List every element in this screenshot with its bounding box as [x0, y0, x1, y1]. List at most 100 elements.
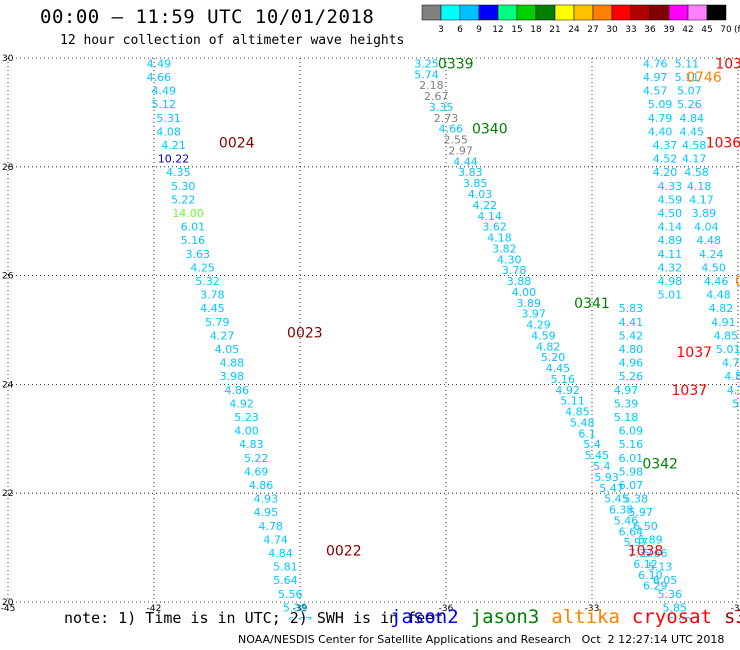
- pass-number-label: 0023: [287, 326, 323, 342]
- swh-value-label: 4.98: [658, 275, 683, 288]
- page-subtitle: 12 hour collection of altimeter wave hei…: [60, 33, 405, 48]
- swh-value-label: 5.81: [273, 561, 298, 574]
- colorbar-label: 21: [549, 25, 560, 35]
- colorbar-label: 24: [568, 25, 580, 35]
- swh-value-label: 3.85: [463, 177, 488, 190]
- swh-value-label: 3.98: [220, 370, 245, 383]
- colorbar-label: 30: [606, 25, 618, 35]
- swh-value-label: 4.08: [156, 125, 181, 138]
- swh-value-label: 4.85: [714, 329, 739, 342]
- swh-value-label: 5.83: [619, 302, 644, 315]
- satellite-legend-s3a: s3a: [724, 606, 740, 628]
- footer-credit: NOAA/NESDIS Center for Satellite Applica…: [238, 633, 725, 646]
- swh-value-label: 5.07: [677, 85, 702, 98]
- swh-value-label: 5.85: [662, 601, 687, 614]
- swh-value-label: 5.47: [599, 482, 624, 495]
- swh-value-label: 5.18: [614, 411, 639, 424]
- swh-value-label: 3.25: [414, 57, 439, 70]
- swh-value-label: 4.25: [190, 261, 215, 274]
- swh-value-label: 4.45: [546, 362, 571, 375]
- swh-value-label: 7.37: [628, 547, 653, 560]
- swh-value-label: 5.26: [619, 370, 644, 383]
- y-tick-label: 24: [2, 380, 14, 390]
- x-tick-label: -45: [1, 604, 16, 614]
- swh-value-label: 4.29: [526, 319, 551, 332]
- swh-value-label: 4.46: [704, 275, 729, 288]
- swh-value-label: 5.11: [675, 71, 700, 84]
- swh-value-label: 6.64: [619, 525, 644, 538]
- x-tick-label: -33: [585, 604, 600, 614]
- swh-value-label: 3.78: [200, 289, 225, 302]
- swh-value-label: 5.11: [675, 57, 700, 70]
- swh-value-label: 5.4: [583, 438, 601, 451]
- swh-value-label: 4.44: [453, 155, 478, 168]
- pass-number-label: 03: [736, 619, 740, 620]
- swh-value-label: 4.78: [259, 520, 284, 533]
- y-tick-label: 26: [2, 272, 14, 282]
- colorbar-label: 45: [701, 25, 712, 35]
- swh-value-label: 4.7: [722, 357, 740, 370]
- swh-value-label: 3.63: [186, 248, 211, 261]
- footer-note: note: 1) Time is in UTC; 2) SWH is in fe…: [64, 609, 444, 627]
- satellite-legend-altika: altika: [551, 606, 620, 628]
- pass-number-label: 0339: [438, 56, 474, 72]
- colorbar-label: 6: [457, 25, 463, 35]
- swh-value-label: 4.69: [244, 465, 269, 478]
- swh-value-label: 4.76: [643, 57, 668, 70]
- swh-value-label: 5.11: [560, 395, 585, 408]
- pass-number-label: 0342: [642, 456, 678, 472]
- swh-value-label: 5.16: [181, 234, 206, 247]
- swh-value-label: 6.05: [653, 574, 678, 587]
- swh-value-label: 4.03: [468, 188, 493, 201]
- colorbar-label: 33: [625, 25, 636, 35]
- pass-number-label: 1036: [706, 135, 740, 151]
- swh-value-label: 4.88: [220, 357, 245, 370]
- swh-value-label: 4.74: [263, 533, 288, 546]
- pass-number-label: 0746: [686, 70, 722, 86]
- swh-value-label: 4.82: [709, 302, 734, 315]
- swh-value-label: 5.13: [648, 561, 673, 574]
- swh-value-label: 2.67: [424, 90, 449, 103]
- swh-value-label: 6.01: [619, 452, 644, 465]
- swh-value-label: 4.97: [614, 384, 639, 397]
- swh-value-label: 4.11: [658, 248, 683, 261]
- swh-value-label: 5.23: [234, 411, 259, 424]
- swh-value-label: 4.04: [694, 221, 719, 234]
- swh-value-label: 5.56: [278, 588, 303, 601]
- swh-value-label: 4.00: [234, 425, 259, 438]
- swh-value-label: 4.95: [254, 506, 279, 519]
- swh-value-label: 10.22: [158, 153, 190, 166]
- swh-value-label: 4.58: [684, 166, 709, 179]
- swh-value-label: 4.00: [512, 286, 537, 299]
- swh-value-label: 5.38: [283, 601, 308, 614]
- colorbar-label: 15: [511, 25, 522, 35]
- pass-number-label: 0: [735, 274, 740, 290]
- swh-value-label: 3.97: [521, 308, 546, 321]
- swh-value-label: 5.36: [658, 588, 683, 601]
- swh-value-label: 4.82: [536, 340, 561, 353]
- pass-number-label: 0024: [219, 135, 255, 151]
- swh-value-label: 5.45: [585, 449, 610, 462]
- swh-value-label: 2.18: [419, 79, 444, 92]
- colorbar-label: 3: [438, 25, 444, 35]
- swh-value-label: 4.50: [701, 261, 726, 274]
- swh-value-label: 4.41: [619, 316, 644, 329]
- x-tick-label: -30: [731, 604, 740, 614]
- swh-value-label: 5.46: [614, 514, 639, 527]
- swh-value-label: 5.42: [619, 329, 644, 342]
- swh-value-label: 5.31: [156, 112, 181, 125]
- swh-value-label: 2.97: [448, 144, 473, 157]
- pass-number-label: 0022: [326, 543, 362, 559]
- swh-value-label: 4.32: [658, 261, 683, 274]
- swh-value-label: 4.96: [619, 357, 644, 370]
- pass-number-label: 0340: [472, 122, 508, 138]
- colorbar-label: 36: [644, 25, 656, 35]
- swh-value-label: 6.07: [619, 479, 644, 492]
- swh-value-label: 5.20: [541, 351, 566, 364]
- axis-ticks: -45 -42 -39 -36 -33 -30 20 22 24 26 28 30: [1, 54, 740, 614]
- swh-value-label: 4.59: [658, 193, 683, 206]
- y-tick-label: 20: [2, 598, 14, 608]
- swh-value-label: 4.49: [147, 57, 172, 70]
- swh-value-label: 5.97: [624, 536, 649, 549]
- y-tick-label: 22: [2, 489, 13, 499]
